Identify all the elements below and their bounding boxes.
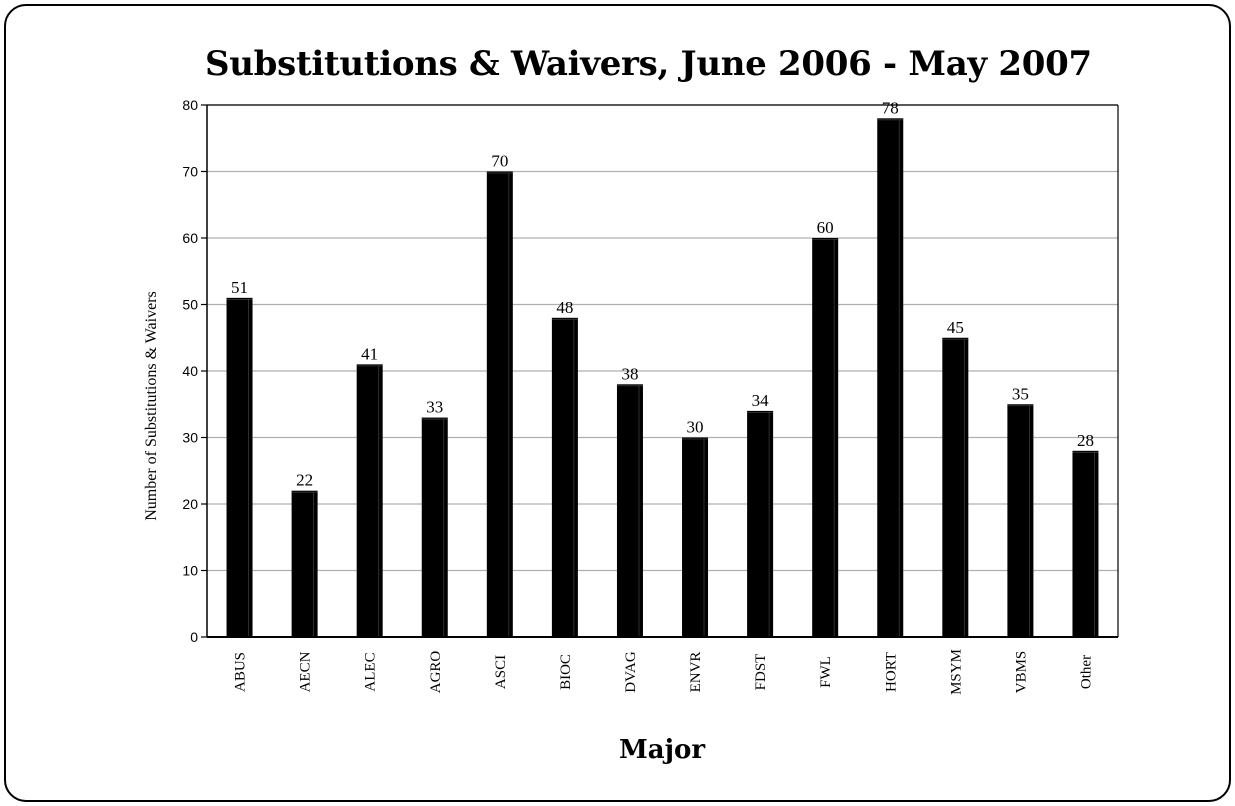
data-label: 41 [361, 344, 378, 363]
x-tick-label: VBMS [1013, 651, 1029, 694]
x-tick-label: MSYM [948, 649, 964, 695]
data-label: 70 [491, 152, 508, 171]
data-label: 34 [752, 391, 770, 410]
x-tick-label: ENVR [688, 652, 704, 693]
x-tick-label: DVAG [623, 651, 639, 693]
y-tick-label: 10 [182, 563, 198, 579]
y-tick-label: 70 [182, 164, 198, 180]
data-label: 22 [296, 471, 313, 490]
x-tick-label: AGRO [428, 651, 444, 694]
x-tick-label: FDST [753, 654, 769, 691]
x-tick-label: HORT [883, 652, 899, 692]
data-label: 33 [426, 398, 443, 417]
data-label: 60 [817, 218, 834, 237]
data-label: 38 [621, 364, 638, 383]
data-label: 51 [231, 278, 248, 297]
data-label: 78 [882, 98, 899, 117]
x-tick-label: AECN [298, 651, 314, 692]
x-tick-label: FWL [818, 656, 834, 688]
x-tick-label: ASCI [493, 655, 509, 689]
y-tick-label: 60 [182, 230, 198, 246]
y-tick-label: 20 [182, 496, 198, 512]
x-tick-label: ABUS [233, 652, 249, 692]
x-tick-label: Other [1078, 655, 1094, 689]
y-tick-label: 40 [182, 363, 198, 379]
data-label: 30 [687, 418, 704, 437]
y-tick-label: 80 [182, 97, 198, 113]
data-label: 28 [1077, 431, 1094, 450]
x-tick-label: ALEC [363, 652, 379, 691]
x-tick-label: BIOC [558, 654, 574, 690]
y-tick-label: 0 [190, 629, 198, 645]
data-label: 48 [556, 298, 573, 317]
y-tick-label: 30 [182, 430, 198, 446]
x-axis-label: Major [618, 735, 706, 765]
chart-title: Substitutions & Waivers, June 2006 - May… [205, 44, 1092, 84]
y-tick-label: 50 [182, 297, 198, 313]
data-label: 35 [1012, 384, 1029, 403]
data-label: 45 [947, 318, 964, 337]
